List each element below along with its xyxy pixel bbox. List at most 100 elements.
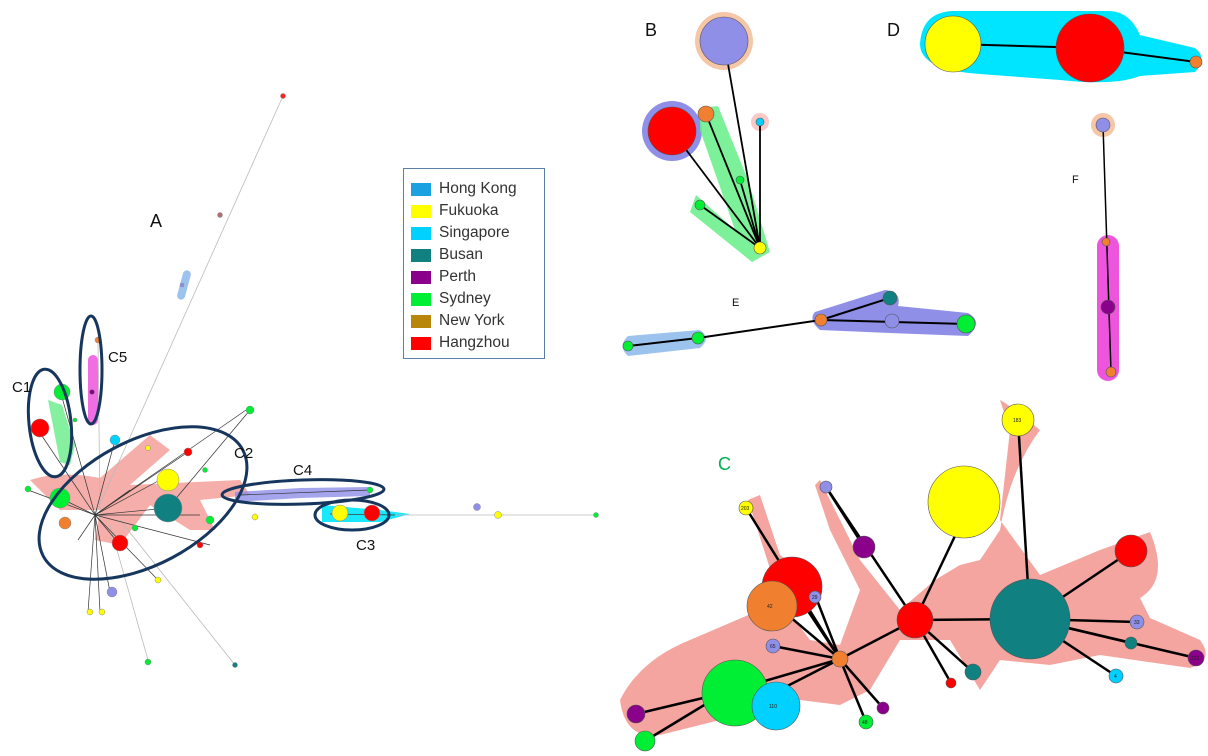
- f-node: [1101, 237, 1111, 247]
- f-node: [1095, 117, 1111, 133]
- c-node: [896, 601, 934, 639]
- c-node: [964, 663, 982, 681]
- legend-swatch: [411, 182, 431, 196]
- legend-label: Hong Kong: [439, 180, 517, 197]
- node: [494, 511, 502, 519]
- node: [245, 405, 255, 415]
- c2-outline: [37, 425, 249, 581]
- node: [98, 608, 106, 616]
- node: [366, 486, 374, 494]
- c-node: [626, 704, 646, 724]
- c-node: [751, 681, 801, 731]
- panel-a-label: A: [150, 211, 162, 231]
- e-node: [814, 313, 828, 327]
- legend-label: Perth: [439, 268, 477, 285]
- legend-label: Singapore: [439, 224, 510, 241]
- panel-a: A C1 C5 C2 C4 C3: [12, 93, 599, 668]
- c-node: [831, 650, 849, 668]
- panel-c: 183 203 42 29 65 110 33 4 222 48 C: [620, 400, 1206, 752]
- panel-b: B: [642, 12, 770, 262]
- node: [280, 93, 286, 99]
- node: [49, 487, 71, 509]
- c-node: [1187, 649, 1205, 667]
- c-red-halo: [620, 400, 1206, 736]
- c-node-label: 203: [741, 506, 750, 512]
- c-node: [927, 465, 1001, 539]
- c3-outline: [313, 498, 391, 532]
- c-node: [746, 580, 798, 632]
- legend-swatch: [411, 248, 431, 262]
- e-blue-halo: [622, 330, 706, 356]
- c-node-label: 110: [769, 704, 777, 710]
- node: [363, 504, 381, 522]
- panel-d-label: D: [887, 20, 900, 40]
- node: [111, 534, 129, 552]
- c5-outline: [78, 314, 104, 426]
- c1-outline: [26, 367, 74, 479]
- c4-violet-halo: [235, 487, 370, 502]
- c-node: [765, 638, 781, 654]
- node: [232, 662, 238, 668]
- d-right-node: [1189, 55, 1203, 69]
- b-left-node: [647, 106, 697, 156]
- d-mid-node: [1055, 13, 1125, 83]
- panel-a-nodes: [24, 93, 599, 668]
- c1-green-halo: [48, 400, 75, 465]
- panel-f-label: F: [1072, 174, 1079, 186]
- panel-e: E: [622, 290, 976, 356]
- panel-c-label: C: [718, 454, 731, 474]
- legend-item: Perth: [411, 266, 544, 288]
- c4-outline: [220, 478, 386, 506]
- c-node: [876, 701, 890, 715]
- c-node-label: 33: [1134, 620, 1140, 626]
- legend-item: Singapore: [411, 222, 544, 244]
- e-violet-halo: [812, 290, 976, 336]
- panel-b-label: B: [645, 20, 657, 40]
- node: [86, 608, 94, 616]
- c-node: [808, 590, 822, 604]
- legend-swatch: [411, 226, 431, 240]
- legend-swatch: [411, 270, 431, 284]
- b-node: [755, 117, 765, 127]
- c-node-label: 183: [1013, 418, 1022, 424]
- legend: Hong Kong Fukuoka Singapore Busan Perth …: [403, 168, 545, 359]
- e-node: [882, 290, 898, 306]
- node: [24, 485, 32, 493]
- node: [145, 445, 151, 451]
- panel-a-cluster-outlines: [26, 314, 391, 581]
- legend-item: New York: [411, 310, 544, 332]
- legend-swatch: [411, 314, 431, 328]
- node: [154, 576, 162, 584]
- c3-label: C3: [356, 537, 375, 554]
- legend-swatch: [411, 336, 431, 350]
- c5-label: C5: [108, 349, 127, 366]
- node: [473, 503, 481, 511]
- c2-label: C2: [234, 445, 253, 462]
- c-node: [989, 578, 1071, 660]
- c-node-label: 4: [1114, 674, 1117, 680]
- legend-label: New York: [439, 312, 505, 329]
- b-node: [735, 175, 745, 185]
- c-node: [1129, 614, 1145, 630]
- node: [89, 389, 95, 395]
- e-node: [956, 314, 976, 334]
- panel-e-label: E: [732, 297, 739, 309]
- f-node: [1105, 366, 1117, 378]
- node: [593, 512, 599, 518]
- legend-label: Sydney: [439, 290, 491, 307]
- c-nodes: [626, 403, 1205, 752]
- node: [144, 658, 152, 666]
- node: [217, 212, 223, 218]
- node: [251, 513, 259, 521]
- e-node: [691, 331, 705, 345]
- b-top-node: [699, 16, 749, 66]
- node: [72, 417, 78, 423]
- c-node-label: 42: [767, 604, 773, 610]
- node: [202, 467, 208, 473]
- c-node: [1108, 668, 1124, 684]
- e-node: [622, 340, 634, 352]
- node: [30, 418, 50, 438]
- node: [109, 434, 121, 446]
- c-node: [1114, 534, 1148, 568]
- f-node: [1100, 299, 1116, 315]
